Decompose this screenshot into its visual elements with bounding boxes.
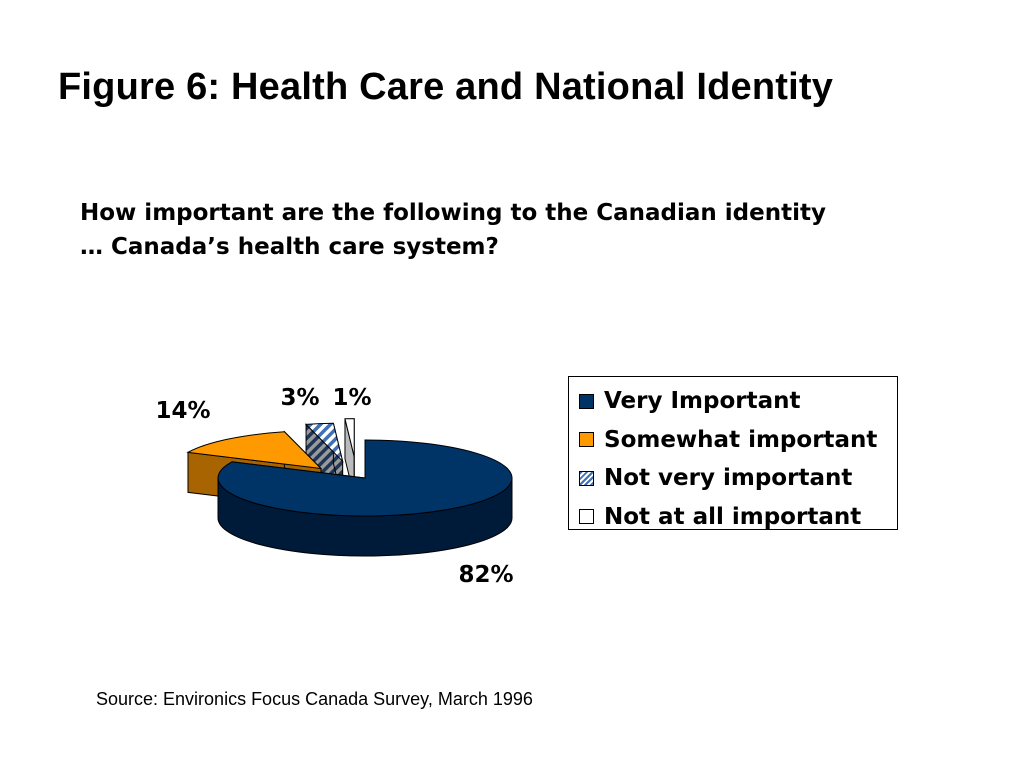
- slice-top: [344, 418, 355, 457]
- data-label-somewhat-important: 14%: [155, 398, 210, 424]
- legend-item-somewhat-important: Somewhat important: [569, 421, 897, 460]
- legend-swatch-not-at-all-important: [579, 509, 594, 525]
- slice-top: [186, 431, 323, 470]
- legend-label: Not very important: [604, 465, 853, 492]
- pie-slice-very-important: [217, 439, 513, 557]
- slice-top: [217, 439, 513, 517]
- data-label-very-important: 82%: [458, 562, 513, 588]
- legend-label: Somewhat important: [604, 426, 878, 453]
- legend-item-very-important: Very Important: [569, 382, 897, 421]
- data-label-not-very-important: 3%: [280, 385, 319, 411]
- survey-question: How important are the following to the C…: [80, 196, 920, 264]
- legend-label: Not at all important: [604, 503, 862, 530]
- chart-legend: Very Important Somewhat important Not ve…: [568, 376, 898, 530]
- legend-swatch-somewhat-important: [579, 432, 594, 448]
- legend-label: Very Important: [604, 388, 801, 415]
- question-line-2: … Canada’s health care system?: [80, 234, 499, 260]
- slice-top: [304, 422, 344, 463]
- legend-swatch-very-important: [579, 393, 594, 409]
- slide-title: Figure 6: Health Care and National Ident…: [58, 66, 834, 108]
- legend-item-not-at-all-important: Not at all important: [569, 498, 897, 537]
- question-line-1: How important are the following to the C…: [80, 200, 826, 226]
- legend-item-not-very-important: Not very important: [569, 459, 897, 498]
- legend-swatch-not-very-important: [579, 470, 594, 486]
- source-note: Source: Environics Focus Canada Survey, …: [96, 689, 533, 709]
- data-label-not-at-all-important: 1%: [332, 385, 371, 411]
